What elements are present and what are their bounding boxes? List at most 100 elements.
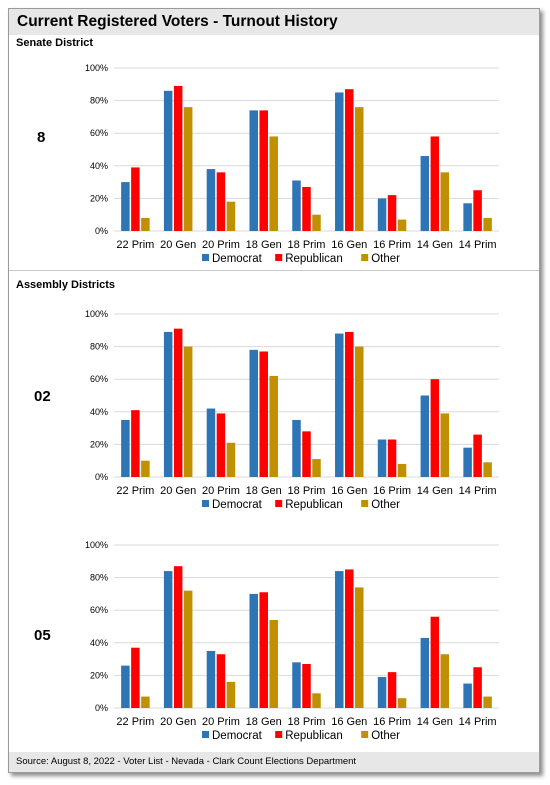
x-tick-label: 18 Prim (288, 716, 326, 728)
bar-republican (173, 566, 183, 708)
bar-democrat (377, 677, 387, 708)
x-tick-label: 14 Prim (459, 716, 497, 728)
x-tick-label: 18 Gen (246, 239, 282, 251)
bar-republican (302, 663, 311, 708)
senate-district-chart: 0% 20% 40% 60% 80% 100% 22 Prim 20 Gen 20 Prim 18… (85, 63, 499, 265)
legend-swatch-republican (275, 254, 283, 261)
bar-other (226, 201, 236, 231)
bar-other (226, 681, 236, 708)
legend-label-other: Other (371, 499, 400, 511)
bar-republican (345, 89, 354, 231)
x-tick-label: 14 Gen (417, 716, 453, 728)
y-tick-label: 40% (90, 638, 108, 648)
bar-democrat (121, 182, 130, 231)
bar-republican (430, 136, 440, 231)
bar-democrat (335, 333, 344, 477)
bar-democrat (249, 110, 258, 231)
bar-republican (387, 439, 397, 477)
x-tick-label: 16 Prim (373, 485, 411, 497)
bar-republican (131, 167, 140, 231)
x-tick-label: 14 Gen (417, 239, 453, 251)
legend-label-democrat: Democrat (212, 499, 263, 511)
legend-label-other: Other (371, 253, 400, 265)
legend-label-republican: Republican (285, 730, 343, 742)
y-tick-label: 100% (85, 63, 108, 73)
bar-democrat (163, 571, 173, 708)
x-tick-label: 18 Gen (246, 716, 282, 728)
x-tick-label: 22 Prim (116, 716, 154, 728)
bar-other (440, 654, 450, 708)
legend-label-democrat: Democrat (212, 730, 263, 742)
bar-other (269, 375, 278, 477)
district-label-senate: 8 (37, 129, 46, 146)
x-tick-label: 14 Prim (459, 485, 497, 497)
y-tick-label: 20% (90, 193, 108, 203)
report-frame: Current Registered Voters - Turnout Hist… (8, 8, 540, 773)
bar-democrat (377, 198, 387, 231)
bar-other (312, 459, 321, 477)
bar-other (397, 219, 407, 231)
y-tick-label: 40% (90, 161, 108, 171)
source-note: Source: August 8, 2022 - Voter List - Ne… (16, 756, 357, 767)
bar-democrat (463, 203, 472, 231)
bar-republican (302, 186, 311, 231)
bar-democrat (249, 349, 258, 477)
senate-section-label: Senate District (16, 37, 94, 49)
bar-democrat (420, 395, 430, 477)
legend-swatch-democrat (202, 500, 209, 507)
bar-republican (259, 351, 268, 477)
x-tick-label: 16 Gen (331, 716, 367, 728)
bar-democrat (292, 419, 301, 477)
x-tick-label: 16 Gen (331, 485, 367, 497)
bar-republican (131, 410, 140, 477)
bar-republican (216, 413, 226, 477)
bar-republican (302, 431, 311, 477)
y-tick-label: 60% (90, 128, 108, 138)
bar-other (141, 460, 150, 477)
legend-label-democrat: Democrat (212, 253, 263, 265)
bar-democrat (206, 169, 216, 231)
bar-republican (131, 647, 140, 708)
legend-swatch-other (361, 254, 369, 261)
bar-democrat (420, 156, 430, 231)
bar-other (483, 217, 492, 231)
y-tick-label: 0% (95, 472, 108, 482)
bar-democrat (463, 447, 472, 477)
x-tick-label: 14 Gen (417, 485, 453, 497)
bar-democrat (377, 439, 387, 477)
bar-other (483, 696, 492, 708)
legend-swatch-democrat (202, 731, 209, 738)
bar-republican (473, 667, 482, 708)
bar-other (226, 442, 236, 477)
bar-republican (216, 654, 226, 708)
bar-other (440, 172, 450, 231)
legend-label-republican: Republican (285, 499, 343, 511)
x-tick-label: 20 Prim (202, 716, 240, 728)
bar-democrat (292, 662, 301, 708)
title-bar: Current Registered Voters - Turnout Hist… (9, 9, 539, 35)
bar-other (183, 107, 193, 231)
bar-republican (473, 434, 482, 477)
x-tick-label: 20 Prim (202, 239, 240, 251)
bar-other (397, 463, 407, 477)
x-tick-label: 20 Gen (160, 716, 196, 728)
page-title: Current Registered Voters - Turnout Hist… (17, 13, 338, 30)
bar-republican (173, 328, 183, 477)
bar-democrat (206, 650, 216, 708)
bar-other (483, 462, 492, 477)
bar-republican (345, 331, 354, 477)
district-label-assembly-02: 02 (34, 388, 51, 405)
legend-label-other: Other (371, 730, 400, 742)
bar-other (141, 696, 150, 708)
bar-democrat (463, 683, 472, 708)
bar-other (312, 693, 321, 708)
y-tick-label: 80% (90, 342, 108, 352)
x-tick-label: 20 Gen (160, 239, 196, 251)
bar-democrat (206, 408, 216, 477)
bar-democrat (163, 331, 173, 477)
y-tick-label: 40% (90, 407, 108, 417)
y-tick-label: 60% (90, 605, 108, 615)
bar-democrat (121, 419, 130, 477)
y-tick-label: 60% (90, 374, 108, 384)
bar-other (312, 214, 321, 231)
